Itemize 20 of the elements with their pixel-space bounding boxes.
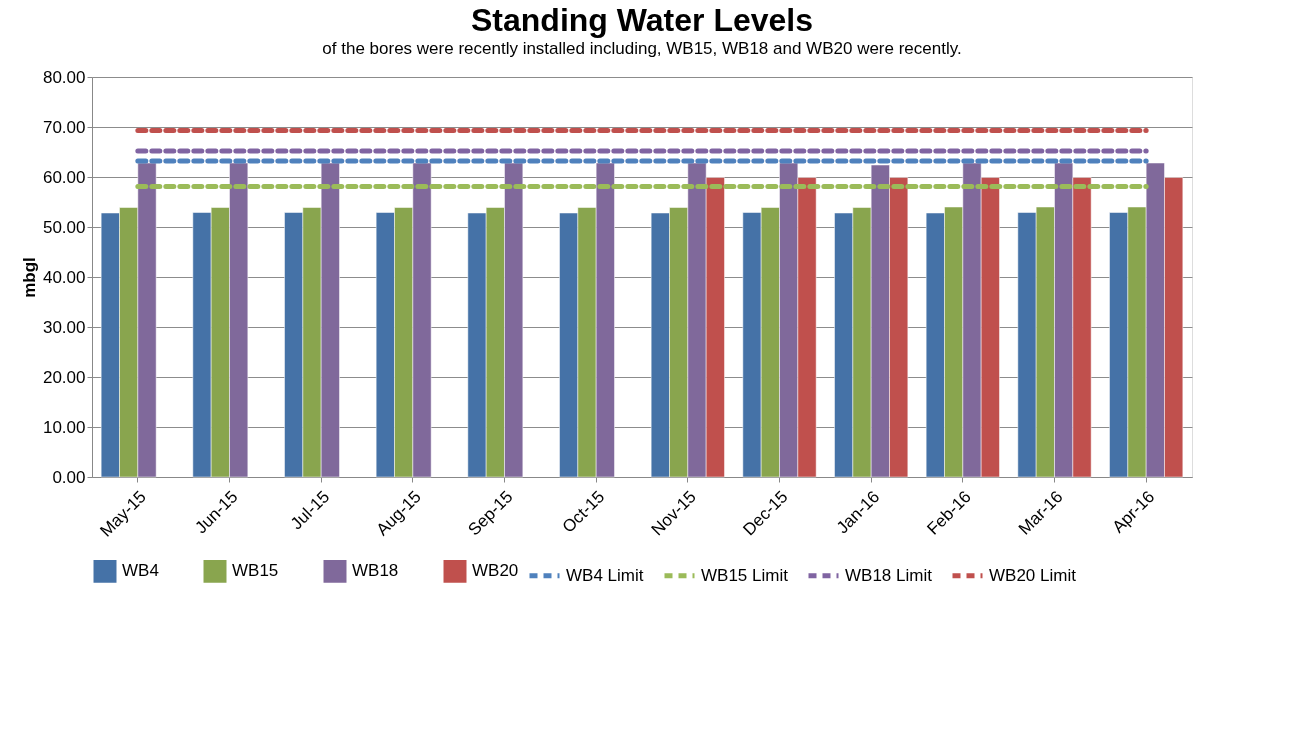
legend-label: WB4 Limit [566,565,644,585]
y-tick-label: 60.00 [42,167,86,187]
legend-label: WB18 Limit [845,565,933,585]
legend-label: WB18 [352,561,399,581]
y-tick-label: 50.00 [42,217,86,237]
y-tick-label: 10.00 [42,417,86,437]
y-tick-label: 40.00 [42,267,86,287]
legend-label: WB20 [472,561,519,581]
y-tick-label: 0.00 [52,467,86,487]
y-axis-title: mbgl [19,257,39,298]
legend-label: WB15 [232,561,279,581]
legend-label: WB4 [122,561,159,581]
y-tick-label: 70.00 [42,117,86,137]
y-tick-label: 80.00 [42,67,86,87]
legend-label: WB15 Limit [701,565,789,585]
legend-label: WB20 Limit [989,565,1077,585]
chart-title: Standing Water Levels [471,2,813,38]
text: of the bores were recently installed including, WB15, WB18 and WB20 were recently. [322,39,962,58]
y-tick-label: 20.00 [42,367,86,387]
y-tick-label: 30.00 [42,317,86,337]
